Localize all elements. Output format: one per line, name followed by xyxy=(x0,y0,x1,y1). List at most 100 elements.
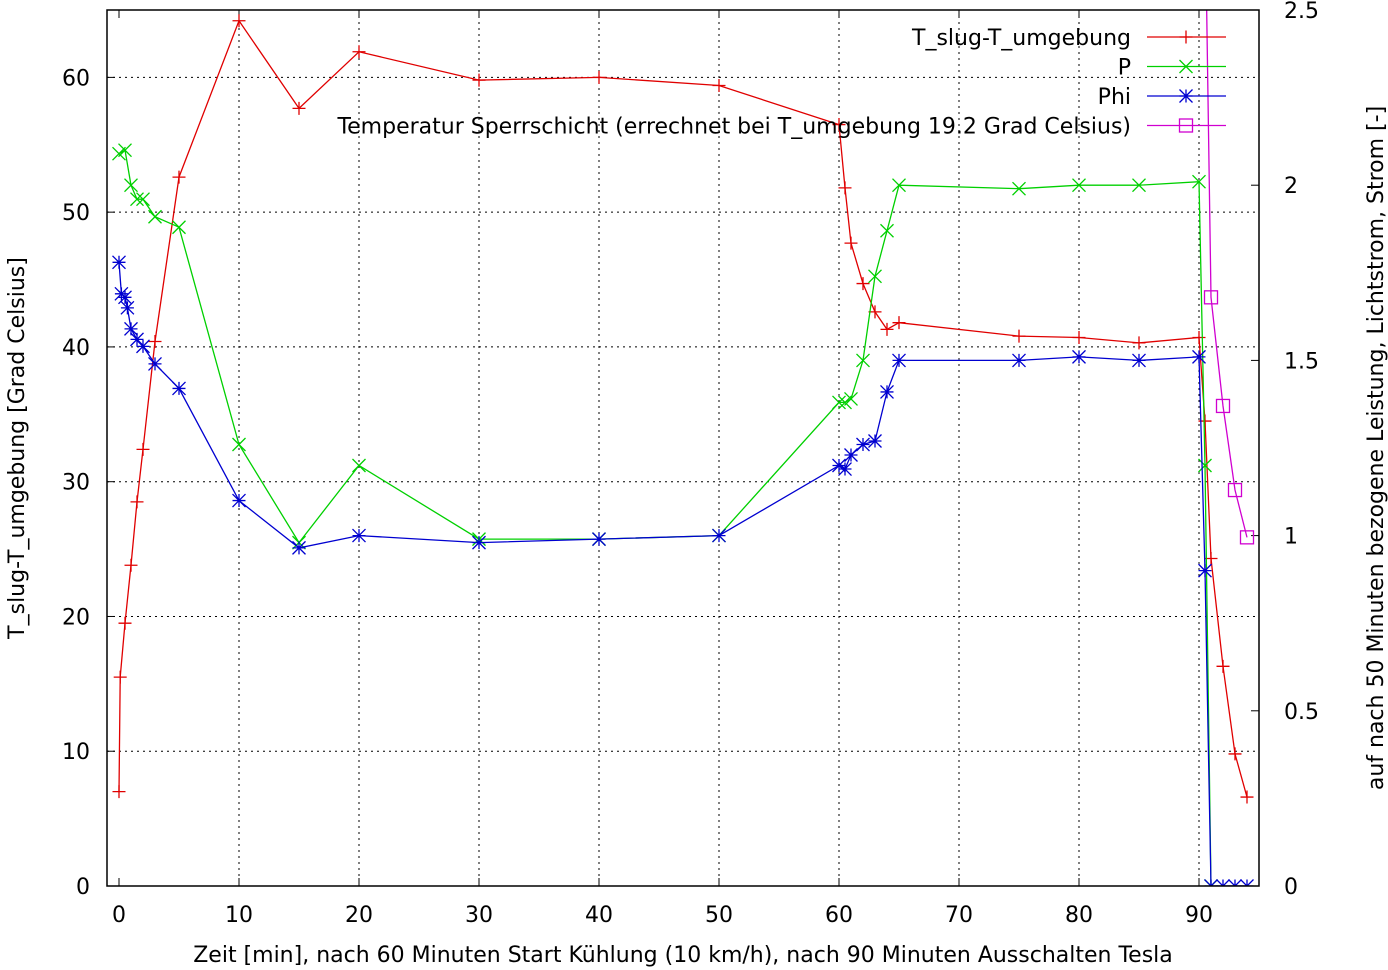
x-tick-label: 30 xyxy=(465,903,493,928)
grid-lines xyxy=(107,10,1259,886)
data-point-plus xyxy=(112,785,126,799)
y-tick-label: 30 xyxy=(62,471,90,496)
x-tick-label: 50 xyxy=(705,903,733,928)
data-point-star xyxy=(1198,563,1212,578)
legend-label: T_slug-T_umgebung xyxy=(911,26,1131,51)
data-point-cross xyxy=(844,391,858,406)
legend-label: Temperatur Sperrschicht (errechnet bei T… xyxy=(336,115,1131,140)
x-tick-label: 0 xyxy=(112,903,126,928)
x-tick-label: 20 xyxy=(345,903,373,928)
data-point-square xyxy=(1203,290,1219,305)
data-point-plus xyxy=(592,70,606,84)
data-point-cross xyxy=(868,269,882,284)
data-point-plus xyxy=(148,335,162,349)
series-line xyxy=(118,19,1248,798)
data-point-plus xyxy=(892,316,906,330)
legend: T_slug-T_umgebung P Phi Temperatur Sperrsch… xyxy=(336,26,1226,140)
data-point-plus xyxy=(1132,336,1146,350)
legend-item: T_slug-T_umgebung xyxy=(911,26,1226,51)
plot-frame xyxy=(106,9,1260,887)
data-point-cross xyxy=(118,143,132,158)
x-tick-label: 70 xyxy=(945,903,973,928)
y-axis-label: T_slug-T_umgebung [Grad Celsius] xyxy=(5,257,30,640)
x-tick-label: 60 xyxy=(825,903,853,928)
data-point-square xyxy=(1178,118,1194,133)
y2-tick-label: 0 xyxy=(1284,875,1298,900)
data-point-cross xyxy=(856,353,870,368)
data-point-star xyxy=(112,255,126,270)
data-point-plus xyxy=(1216,659,1230,673)
series-square xyxy=(1203,10,1255,545)
data-point-star xyxy=(838,462,852,476)
data-point-cross xyxy=(352,458,366,473)
x-tick-label: 80 xyxy=(1065,903,1093,928)
data-point-star xyxy=(1179,89,1193,103)
tick-labels: 0 10 20 30 40 50 60 70 80 90 0 10 20 30 40 50 60 0 0.5 1 1.5… xyxy=(62,0,1319,928)
legend-label: Phi xyxy=(1098,85,1131,110)
x-tick-label: 10 xyxy=(225,903,253,928)
data-point-star xyxy=(232,493,246,508)
data-point-star xyxy=(1132,353,1146,368)
data-point-star xyxy=(712,528,726,543)
data-point-plus xyxy=(844,236,858,250)
data-point-star xyxy=(148,356,162,371)
data-point-star xyxy=(1192,349,1206,364)
data-point-star xyxy=(1072,349,1086,364)
data-point-plus xyxy=(832,118,846,132)
data-point-star xyxy=(1012,353,1026,368)
data-point-cross xyxy=(1132,178,1146,193)
data-point-cross xyxy=(832,395,846,410)
data-point-plus xyxy=(113,670,127,684)
data-point-plus xyxy=(838,181,852,195)
x-tick-label: 40 xyxy=(585,903,613,928)
legend-item: P xyxy=(1118,56,1226,81)
legend-item: Phi xyxy=(1098,85,1226,110)
data-point-star xyxy=(120,300,135,315)
y-tick-label: 10 xyxy=(62,740,90,765)
data-point-cross xyxy=(1012,181,1026,196)
data-point-star xyxy=(130,332,144,347)
data-point-star xyxy=(352,528,366,543)
series-plus xyxy=(112,14,1254,804)
data-point-cross xyxy=(1179,59,1193,74)
data-series xyxy=(112,10,1255,886)
y-tick-label: 50 xyxy=(62,201,90,226)
data-point-star xyxy=(880,384,894,399)
data-point-plus xyxy=(1179,30,1193,44)
data-point-star xyxy=(832,458,846,473)
y2-tick-label: 1.5 xyxy=(1284,349,1319,374)
data-point-cross xyxy=(880,223,894,238)
data-point-cross xyxy=(130,192,144,207)
data-point-star xyxy=(124,321,138,336)
data-point-star xyxy=(292,540,306,555)
y2-tick-label: 1 xyxy=(1284,525,1298,550)
data-point-plus xyxy=(1240,790,1254,804)
y2-tick-label: 2 xyxy=(1284,174,1298,199)
data-point-square xyxy=(1215,398,1231,414)
data-point-cross xyxy=(124,178,138,193)
data-point-cross xyxy=(148,209,162,224)
data-point-plus xyxy=(856,277,870,291)
data-point-plus xyxy=(1012,329,1026,343)
data-point-cross xyxy=(892,178,906,193)
data-point-square xyxy=(1239,530,1255,545)
data-point-star xyxy=(472,535,486,550)
legend-item: Temperatur Sperrschicht (errechnet bei T… xyxy=(336,115,1226,140)
data-point-plus xyxy=(124,558,138,572)
series-star xyxy=(112,255,1254,886)
data-point-cross xyxy=(1072,178,1086,193)
data-point-plus xyxy=(232,14,246,28)
data-point-cross xyxy=(1192,174,1206,189)
axis-ticks xyxy=(107,9,1259,887)
data-point-plus xyxy=(880,322,894,336)
data-point-cross xyxy=(232,437,246,452)
data-point-plus xyxy=(1228,747,1242,761)
data-point-star xyxy=(844,448,858,462)
series-line xyxy=(1206,10,1248,538)
data-point-plus xyxy=(868,305,882,319)
data-point-star xyxy=(136,339,150,354)
data-point-cross xyxy=(136,192,150,207)
data-point-plus xyxy=(172,170,186,184)
data-point-plus xyxy=(292,101,306,115)
